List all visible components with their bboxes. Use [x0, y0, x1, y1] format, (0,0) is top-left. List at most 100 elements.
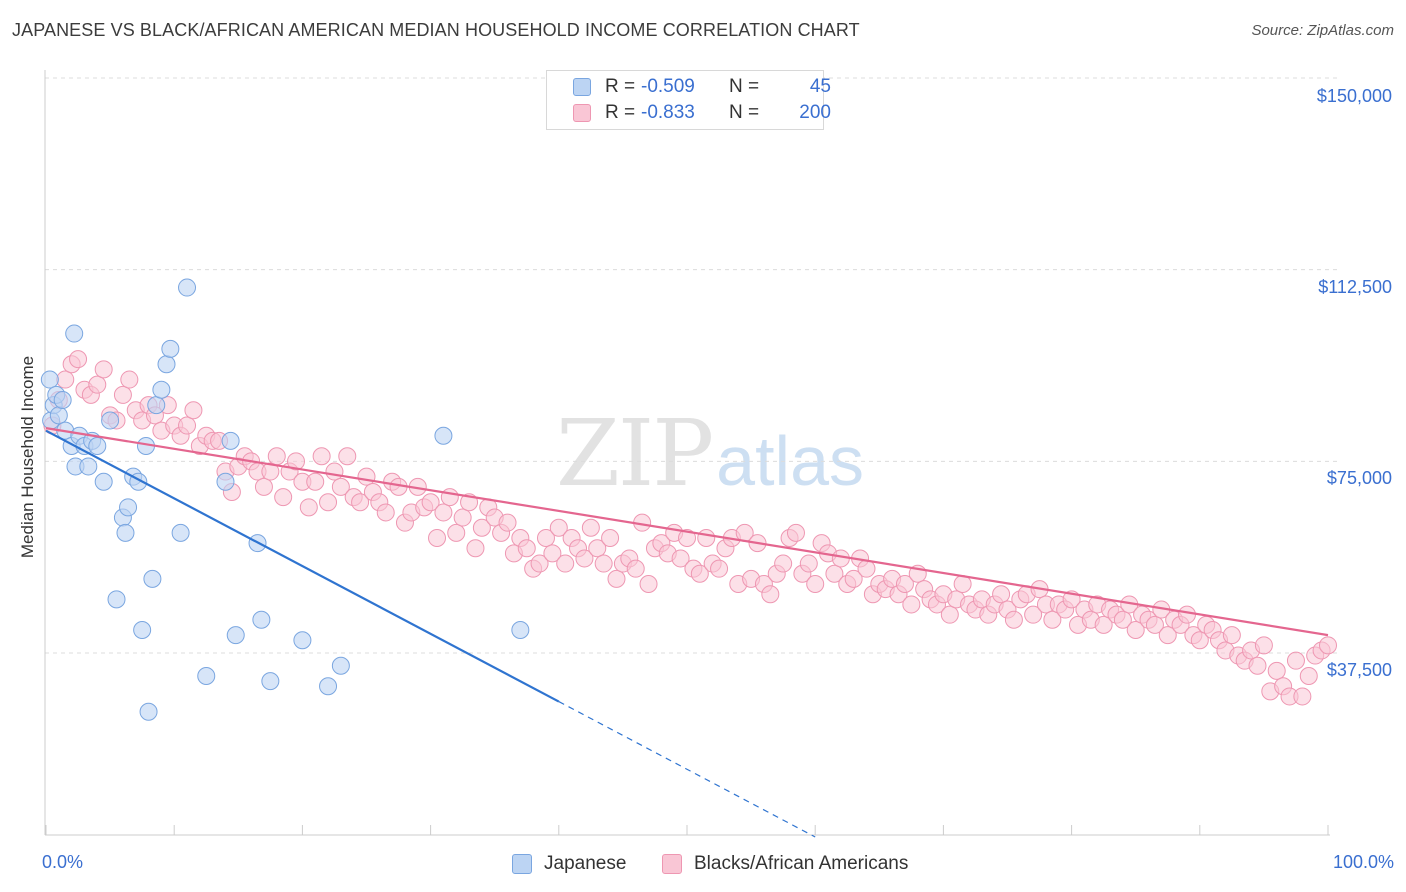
data-point-black [325, 462, 344, 481]
y-tick-37500: $37,500 [1326, 660, 1392, 680]
data-point-black [626, 559, 645, 578]
trend-line-japanese [45, 429, 560, 703]
data-point-japanese [88, 437, 107, 455]
data-point-black [710, 559, 729, 578]
legend-swatch-japanese [573, 78, 591, 96]
data-point-black [517, 539, 536, 558]
data-point-black [1248, 656, 1267, 675]
data-point-black [1267, 661, 1286, 680]
data-point-black [1190, 631, 1209, 650]
x-tick-min: 0.0% [42, 852, 84, 872]
data-point-japanese [252, 610, 271, 629]
data-point-black [857, 559, 876, 578]
axes [44, 70, 1330, 836]
data-point-black [844, 569, 863, 588]
data-point-black [428, 529, 447, 547]
data-point-japanese [65, 324, 84, 343]
data-point-black [1145, 615, 1164, 634]
data-point-black [581, 518, 600, 537]
data-point-black [376, 503, 395, 522]
data-point-black [940, 605, 959, 624]
y-tick-150000: $150,000 [1316, 86, 1392, 106]
legend-n-label: N = [729, 102, 760, 123]
data-point-black [588, 539, 607, 558]
data-point-black [357, 467, 376, 486]
trend-line-black [45, 427, 1329, 637]
data-point-black [267, 447, 286, 466]
data-point-black [1094, 615, 1113, 634]
data-point-black [639, 575, 658, 593]
data-point-black [1222, 626, 1241, 645]
data-point-japanese [157, 355, 176, 374]
data-point-black [94, 360, 113, 379]
data-point-black [825, 564, 844, 583]
bottom-swatch-japanese [512, 854, 532, 874]
data-point-black [678, 529, 696, 547]
legend-n-label: N = [729, 76, 760, 97]
data-point-japanese [261, 672, 280, 691]
data-point-black [607, 569, 626, 588]
data-point-black [601, 529, 620, 547]
bottom-swatch-black [662, 854, 682, 874]
chart-title: JAPANESE VS BLACK/AFRICAN AMERICAN MEDIA… [12, 20, 860, 40]
data-point-japanese [40, 370, 59, 389]
data-point-japanese [101, 411, 120, 430]
bottom-legend-japanese-label: Japanese [544, 853, 627, 874]
data-point-black [1286, 651, 1305, 670]
data-point-black [1126, 621, 1145, 639]
data-point-black [184, 401, 203, 420]
data-point-black [351, 493, 370, 512]
data-point-japanese [139, 702, 158, 721]
data-point-black [440, 488, 459, 507]
data-point-black [1004, 610, 1023, 629]
x-tick-max: 100.0% [1332, 852, 1394, 872]
data-point-black [447, 523, 466, 542]
data-point-black [543, 544, 562, 563]
data-point-black [113, 385, 132, 404]
data-point-black [1158, 626, 1177, 645]
data-point-black [690, 564, 709, 583]
data-point-black [261, 462, 280, 481]
data-point-black [1293, 687, 1312, 706]
data-point-black [806, 575, 825, 593]
data-point-japanese [221, 431, 240, 450]
data-point-black [786, 523, 805, 542]
data-point-japanese [152, 380, 171, 399]
data-point-japanese [116, 523, 135, 542]
data-point-black [594, 554, 613, 573]
data-point-black [306, 472, 325, 491]
data-point-japanese [319, 677, 338, 696]
y-axis-label: Median Household Income [18, 355, 37, 559]
data-point-black [1299, 667, 1318, 685]
data-point-japanese [147, 396, 166, 415]
data-point-black [254, 477, 273, 496]
data-point-japanese [49, 406, 68, 425]
legend-r-value: -0.509 [641, 76, 695, 97]
data-point-black [472, 518, 491, 537]
legend-swatch-black [573, 104, 591, 122]
y-tick-75000: $75,000 [1326, 468, 1392, 488]
data-point-black [56, 370, 75, 389]
data-point-black [331, 477, 350, 496]
data-point-black [575, 549, 594, 568]
data-point-black [1319, 636, 1337, 655]
data-point-japanese [434, 426, 453, 445]
data-point-japanese [178, 278, 197, 297]
data-point-black [895, 575, 914, 593]
data-point-black [178, 416, 197, 435]
data-point-black [88, 375, 107, 394]
data-point-japanese [293, 631, 312, 650]
data-point-black [761, 585, 780, 604]
data-point-black [1177, 605, 1196, 624]
data-point-black [774, 554, 793, 573]
black-series-points [43, 350, 1337, 706]
data-point-japanese [511, 621, 530, 639]
data-point-black [338, 447, 357, 466]
legend-r-label: R = [605, 102, 636, 123]
bottom-legend-black-label: Blacks/African Americans [694, 853, 909, 874]
data-point-japanese [53, 391, 72, 409]
data-point-black [549, 518, 568, 537]
data-point-black [799, 554, 818, 573]
data-point-black [902, 595, 921, 614]
